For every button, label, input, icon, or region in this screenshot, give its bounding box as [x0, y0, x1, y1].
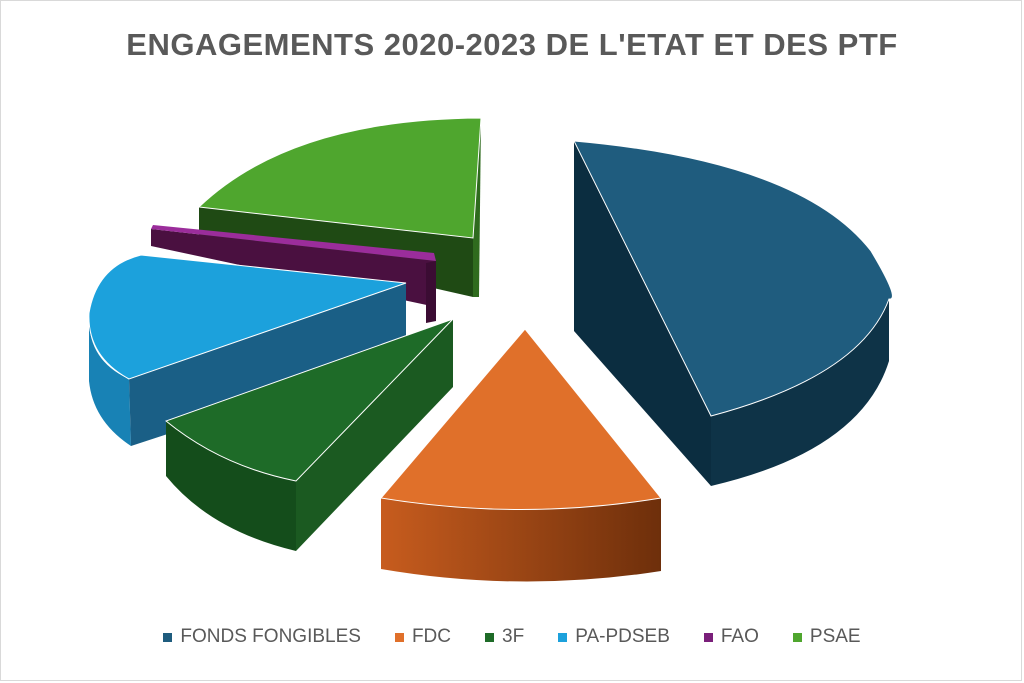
legend-swatch [485, 632, 494, 642]
legend-item: 3F [485, 626, 524, 648]
legend-label: 3F [502, 626, 525, 647]
legend-item: PSAE [792, 626, 861, 648]
legend-item: FONDS FONGIBLES [163, 626, 361, 648]
legend-item: FAO [703, 626, 759, 648]
chart-title: ENGAGEMENTS 2020-2023 DE L'ETAT ET DES P… [126, 27, 898, 62]
legend-swatch [394, 632, 404, 642]
legend-swatch [163, 632, 173, 642]
slice-fonds-fongibles [573, 140, 893, 486]
slice-fdc [380, 328, 662, 582]
legend-swatch [703, 632, 713, 642]
legend-item: PA-PDSEB [558, 626, 670, 648]
legend-swatch [792, 632, 802, 642]
legend-label: FONDS FONGIBLES [180, 626, 361, 647]
legend-swatch [558, 632, 568, 642]
legend-label: FDC [411, 626, 451, 647]
legend-label: PA-PDSEB [575, 626, 670, 647]
legend-label: PSAE [809, 626, 861, 647]
slice-pa-pdseb [88, 254, 407, 446]
legend-item: FDC [394, 626, 451, 648]
legend: FONDS FONGIBLES FDC 3F PA-PDSEB FAO PSAE [1, 626, 1023, 648]
slice-3f [164, 318, 454, 551]
legend-label: FAO [720, 626, 759, 647]
